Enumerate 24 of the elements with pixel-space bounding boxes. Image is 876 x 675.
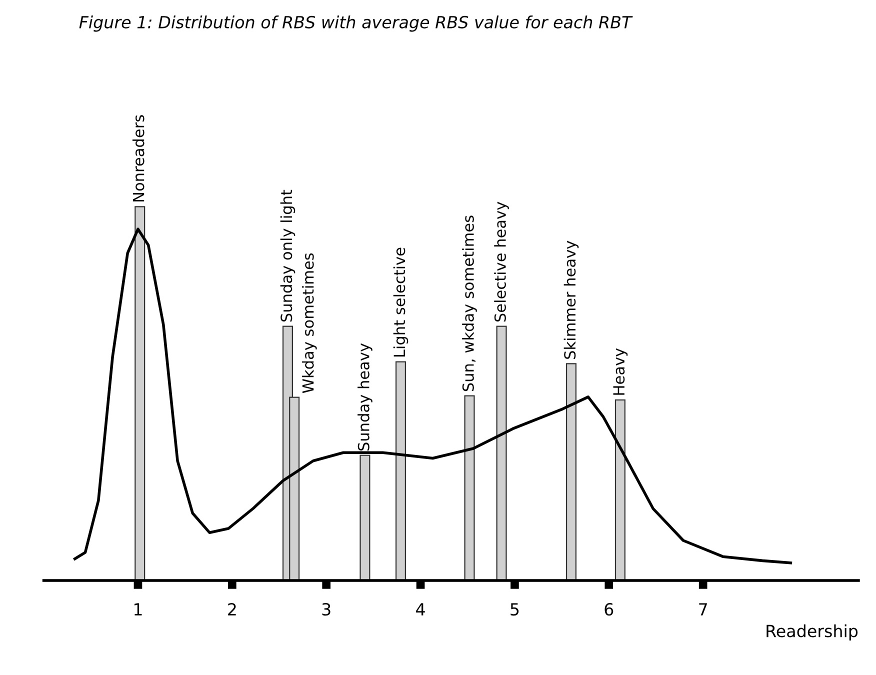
x-axis-title: Readership xyxy=(766,624,858,641)
annotation: Sunday heavy xyxy=(358,343,372,451)
annotation: Nonreaders xyxy=(132,115,144,202)
chart-title: Figure 1: Distribution of RBS with average RBS value for each RBT xyxy=(79,16,633,32)
x-tick-label: 6 xyxy=(604,603,614,616)
annotation: Heavy xyxy=(613,348,628,395)
x-tick-label: 2 xyxy=(228,603,236,616)
bar xyxy=(464,395,475,580)
x-tick-label: 1 xyxy=(134,603,142,616)
annotation: Skimmer heavy xyxy=(564,240,579,359)
bar xyxy=(566,363,576,580)
bar xyxy=(360,454,370,580)
annotation: Light selective xyxy=(393,248,408,357)
annotation: Wkday sometimes xyxy=(302,253,317,394)
annotation: Selective heavy xyxy=(494,202,509,322)
x-tick-label: 7 xyxy=(699,603,707,616)
bar xyxy=(614,399,626,580)
annotation: Sunday only light xyxy=(280,190,296,322)
x-tick-label: 5 xyxy=(510,603,519,616)
bar xyxy=(395,361,406,580)
x-tick-label: 3 xyxy=(322,603,330,616)
bar xyxy=(496,326,507,580)
annotation: Sun, wkday sometimes xyxy=(462,216,477,392)
x-tick-label: 4 xyxy=(416,603,425,616)
